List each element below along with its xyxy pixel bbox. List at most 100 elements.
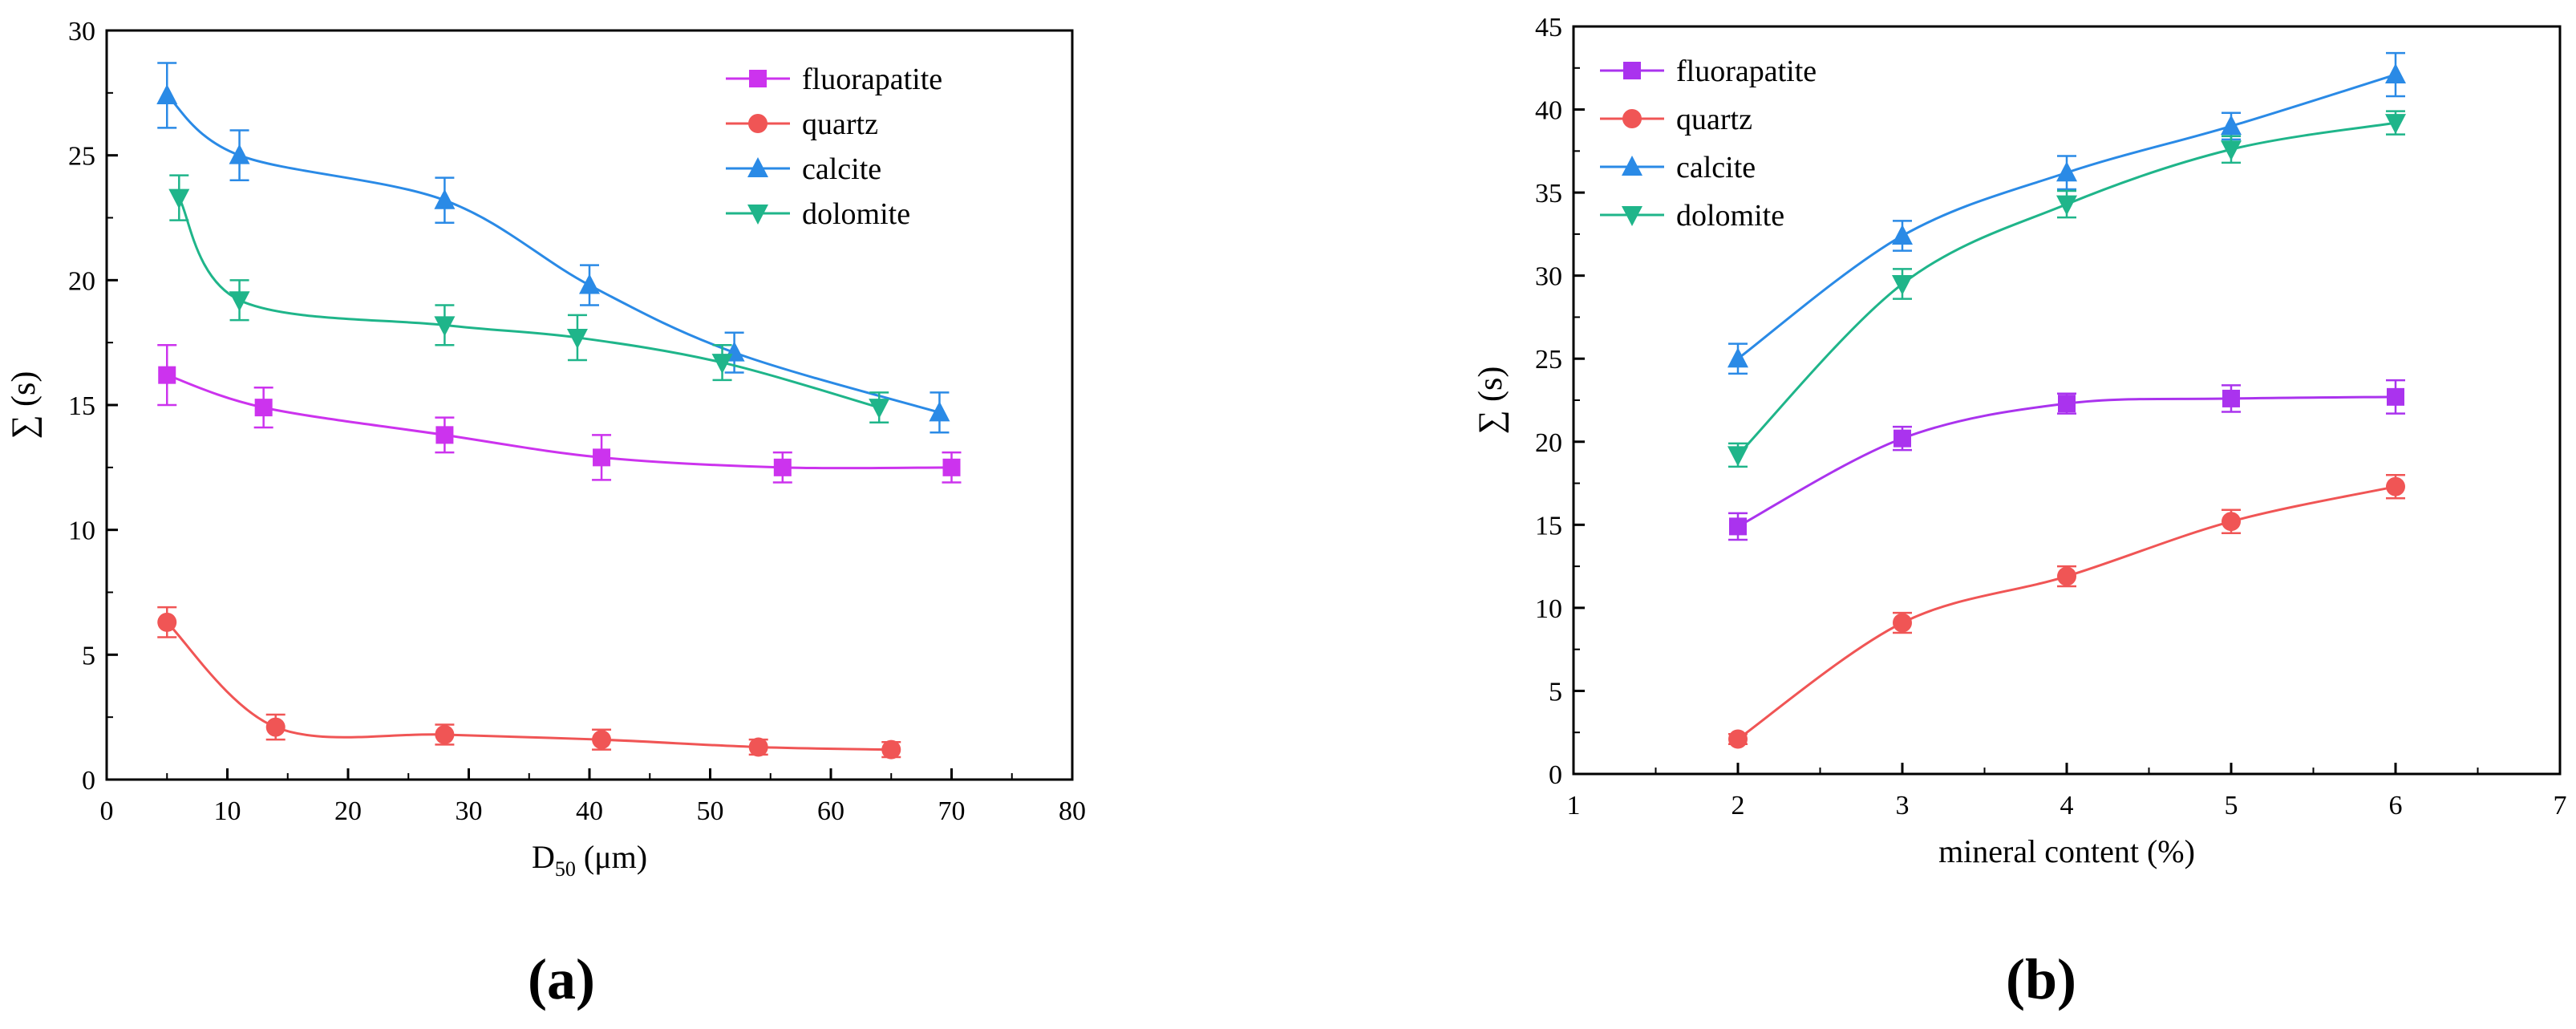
- x-tick-label: 80: [1059, 796, 1086, 826]
- data-point-fluorapatite: [1729, 517, 1747, 536]
- x-tick-label: 7: [2554, 791, 2567, 820]
- x-tick-label: 5: [2225, 791, 2238, 820]
- x-tick-label: 30: [456, 796, 483, 826]
- legend-label-calcite: calcite: [802, 152, 881, 186]
- series-line-calcite: [166, 94, 940, 414]
- legend-marker-calcite: [747, 157, 768, 177]
- chart-a-group: 0 10 20 30 40 50 60 70 80 0 5 10 15 20 25 30 D50 (μm) ∑ (…: [6, 17, 1086, 881]
- data-point-fluorapatite: [2387, 387, 2404, 406]
- data-point-calcite: [229, 144, 250, 164]
- data-point-quartz: [2057, 566, 2076, 586]
- data-point-fluorapatite: [1894, 429, 1911, 448]
- legend-marker-calcite: [1622, 156, 1642, 176]
- series-calcite: [1727, 51, 2406, 375]
- panel-label-b: (b): [2006, 947, 2076, 1011]
- data-point-dolomite: [711, 354, 733, 375]
- legend-marker-quartz: [748, 114, 768, 133]
- series-calcite: [156, 62, 950, 434]
- data-point-calcite: [2385, 63, 2406, 84]
- data-point-quartz: [1728, 729, 1748, 749]
- data-point-fluorapatite: [158, 366, 176, 384]
- y-tick-label: 10: [1535, 594, 1562, 624]
- x-axis-label: D50 (μm): [532, 839, 647, 881]
- y-tick-label: 30: [1535, 262, 1562, 292]
- data-point-dolomite: [869, 399, 890, 419]
- y-axis-label: ∑ (s): [6, 371, 43, 440]
- y-tick-label: 5: [1549, 677, 1562, 707]
- y-tick-label: 20: [1535, 428, 1562, 458]
- data-point-dolomite: [168, 188, 190, 209]
- data-point-dolomite: [1892, 275, 1913, 296]
- data-point-quartz: [748, 737, 768, 757]
- y-tick-label: 35: [1535, 179, 1562, 209]
- data-point-fluorapatite: [2058, 395, 2076, 413]
- data-point-fluorapatite: [773, 458, 792, 476]
- y-tick-label: 25: [1535, 345, 1562, 375]
- x-tick-label: 6: [2389, 791, 2403, 820]
- legend-label-calcite: calcite: [1676, 151, 1756, 184]
- x-tick-label: 60: [817, 796, 844, 826]
- legend-marker-dolomite: [747, 205, 768, 225]
- legend-label-dolomite: dolomite: [1676, 199, 1784, 233]
- data-point-calcite: [156, 83, 178, 104]
- x-tick-label: 10: [214, 796, 241, 826]
- legend-marker-fluorapatite: [1623, 62, 1641, 79]
- data-point-calcite: [929, 401, 950, 422]
- data-point-quartz: [592, 730, 612, 750]
- data-point-calcite: [2221, 115, 2242, 136]
- legend-label-fluorapatite: fluorapatite: [802, 63, 942, 96]
- data-point-quartz: [2386, 476, 2405, 496]
- series-fluorapatite: [157, 344, 962, 484]
- x-tick-label: 2: [1732, 791, 1745, 820]
- series-quartz: [1728, 473, 2405, 749]
- legend-label-dolomite: dolomite: [802, 197, 910, 231]
- data-point-quartz: [157, 612, 177, 632]
- series-fluorapatite: [1728, 379, 2405, 541]
- series-dolomite: [1727, 110, 2406, 468]
- x-tick-label: 40: [576, 796, 603, 826]
- data-point-quartz: [1893, 613, 1912, 633]
- series-line-fluorapatite: [166, 374, 952, 470]
- data-point-calcite: [1727, 347, 1748, 368]
- data-point-dolomite: [1727, 446, 1748, 467]
- data-point-calcite: [434, 188, 456, 209]
- data-point-calcite: [2056, 161, 2077, 182]
- y-tick-label: 10: [68, 517, 95, 546]
- series-line-dolomite: [177, 196, 880, 409]
- data-point-dolomite: [566, 328, 588, 349]
- x-tick-label: 4: [2060, 791, 2074, 820]
- y-tick-label: 15: [68, 391, 95, 421]
- data-point-dolomite: [434, 316, 456, 337]
- series-dolomite: [168, 174, 890, 424]
- data-point-dolomite: [229, 291, 250, 312]
- legend-marker-quartz: [1622, 109, 1642, 128]
- data-point-fluorapatite: [593, 448, 611, 467]
- y-tick-label: 30: [68, 17, 95, 47]
- data-point-fluorapatite: [2222, 389, 2240, 407]
- y-tick-label: 15: [1535, 511, 1562, 541]
- x-tick-label: 1: [1567, 791, 1581, 820]
- x-tick-label: 0: [100, 796, 114, 826]
- data-point-quartz: [2222, 512, 2241, 532]
- data-point-quartz: [881, 739, 901, 760]
- y-tick-label: 5: [82, 641, 95, 670]
- legend-marker-fluorapatite: [749, 70, 767, 87]
- series-line-quartz: [1737, 485, 2396, 740]
- data-point-dolomite: [2056, 195, 2077, 216]
- data-point-fluorapatite: [435, 426, 454, 444]
- data-point-quartz: [435, 724, 455, 744]
- data-point-calcite: [1892, 224, 1913, 245]
- legend-label-quartz: quartz: [1676, 103, 1752, 136]
- y-tick-label: 25: [68, 142, 95, 172]
- data-point-dolomite: [2385, 114, 2406, 135]
- x-tick-label: 70: [938, 796, 966, 826]
- data-point-calcite: [579, 273, 600, 294]
- legend-label-quartz: quartz: [802, 107, 878, 141]
- y-tick-label: 40: [1535, 96, 1562, 126]
- x-axis-label: mineral content (%): [1938, 833, 2195, 869]
- data-point-dolomite: [2221, 140, 2242, 161]
- x-tick-label: 50: [697, 796, 724, 826]
